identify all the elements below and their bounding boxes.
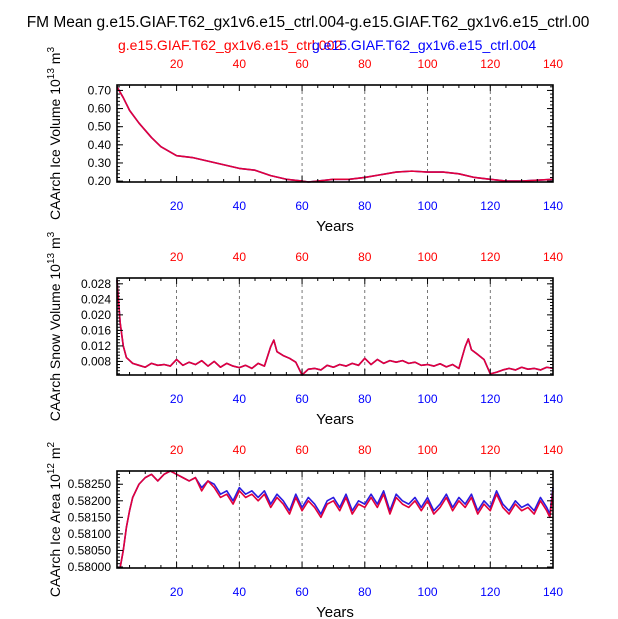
series-line-1 [116, 279, 554, 376]
y-axis-label: CAArch Ice Volume 1013 m3 [46, 47, 63, 221]
x-axis-label: Years [316, 218, 354, 235]
series-line-2 [117, 470, 554, 569]
y-axis-label: CAArch Snow Volume 1013 m3 [46, 231, 63, 421]
x-tick-label-top: 20 [170, 443, 184, 457]
plot-frame [116, 470, 554, 569]
x-tick-label-top: 20 [170, 57, 184, 71]
y-tick-label: 0.58200 [68, 494, 112, 508]
y-tick-label: 0.008 [81, 354, 111, 368]
x-tick-label-top: 60 [295, 443, 309, 457]
y-tick-label: 0.30 [88, 156, 112, 170]
series-line-1 [117, 470, 554, 569]
y-tick-label: 0.60 [88, 102, 112, 116]
x-tick-label-top: 60 [295, 57, 309, 71]
legend-case1-label: g.e15.GIAF.T62_gx1v6.e15_ctrl.002 [118, 37, 342, 53]
panel-snow-volume: 20204040606080801001001201201401400.0080… [46, 231, 563, 428]
x-tick-label-top: 40 [233, 443, 247, 457]
x-tick-label-top: 60 [295, 250, 309, 264]
x-tick-label-bottom: 120 [480, 585, 500, 599]
x-tick-label-top: 120 [480, 443, 500, 457]
series-line-2 [116, 279, 554, 376]
x-tick-label-bottom: 20 [170, 199, 184, 213]
x-tick-label-bottom: 100 [418, 585, 438, 599]
x-tick-label-bottom: 60 [295, 199, 309, 213]
x-tick-label-top: 100 [418, 250, 438, 264]
legend-case2-label: g.e15.GIAF.T62_gx1v6.e15_ctrl.004 [312, 37, 536, 53]
x-axis-label: Years [316, 604, 354, 619]
x-tick-label-bottom: 20 [170, 392, 184, 406]
x-tick-label-top: 100 [418, 443, 438, 457]
x-tick-label-bottom: 60 [295, 585, 309, 599]
x-tick-label-bottom: 40 [233, 392, 247, 406]
y-tick-label: 0.58050 [68, 543, 112, 557]
x-tick-label-bottom: 120 [480, 392, 500, 406]
plot-frame [116, 84, 554, 183]
x-tick-label-top: 80 [358, 443, 372, 457]
y-tick-label: 0.024 [81, 292, 111, 306]
y-tick-label: 0.028 [81, 277, 111, 291]
x-tick-label-bottom: 140 [543, 199, 563, 213]
y-tick-label: 0.58000 [68, 560, 112, 574]
chart-title: FM Mean g.e15.GIAF.T62_gx1v6.e15_ctrl.00… [27, 14, 590, 31]
x-tick-label-bottom: 40 [233, 199, 247, 213]
x-tick-label-top: 120 [480, 250, 500, 264]
x-tick-label-bottom: 80 [358, 392, 372, 406]
x-tick-label-top: 120 [480, 57, 500, 71]
panel-ice-volume: 20 20 40 40 60 60 80 80 100 100 120 120 140 140 0.20 0.… [46, 47, 563, 235]
y-tick-label: 0.58150 [68, 510, 112, 524]
plot-frame [116, 277, 554, 376]
x-tick-label-bottom: 140 [543, 392, 563, 406]
x-tick-label-top: 140 [543, 57, 563, 71]
x-tick-label-top: 40 [233, 57, 247, 71]
x-tick-label-top: 40 [233, 250, 247, 264]
x-tick-label-bottom: 80 [358, 199, 372, 213]
y-tick-label: 0.40 [88, 138, 112, 152]
x-tick-label-bottom: 80 [358, 585, 372, 599]
y-tick-label: 0.20 [88, 174, 112, 188]
x-tick-label-bottom: 140 [543, 585, 563, 599]
panel-ice-area: 20 20 40 40 60 60 80 80 100 100 120 120 140 140 0.5800… [46, 441, 563, 619]
x-tick-label-top: 100 [418, 57, 438, 71]
x-tick-label-top: 140 [543, 250, 563, 264]
x-tick-label-bottom: 40 [233, 585, 247, 599]
y-tick-label: 0.50 [88, 120, 112, 134]
x-tick-label-bottom: 20 [170, 585, 184, 599]
x-tick-label-bottom: 60 [295, 392, 309, 406]
x-tick-label-top: 140 [543, 443, 563, 457]
y-tick-label: 0.58100 [68, 527, 112, 541]
x-tick-label-bottom: 120 [480, 199, 500, 213]
x-tick-label-top: 80 [358, 57, 372, 71]
y-tick-label: 0.012 [81, 339, 111, 353]
y-tick-label: 0.58250 [68, 477, 112, 491]
x-tick-label-bottom: 100 [418, 199, 438, 213]
x-tick-label-top: 80 [358, 250, 372, 264]
x-tick-label-bottom: 100 [418, 392, 438, 406]
y-tick-label: 0.020 [81, 308, 111, 322]
y-axis-label: CAArch Ice Area 1012 m2 [46, 441, 63, 597]
series-line-1 [116, 86, 554, 183]
series-line-2 [116, 86, 554, 183]
y-tick-label: 0.016 [81, 323, 111, 337]
y-tick-label: 0.70 [88, 83, 112, 97]
x-tick-label-top: 20 [170, 250, 184, 264]
x-axis-label: Years [316, 411, 354, 428]
